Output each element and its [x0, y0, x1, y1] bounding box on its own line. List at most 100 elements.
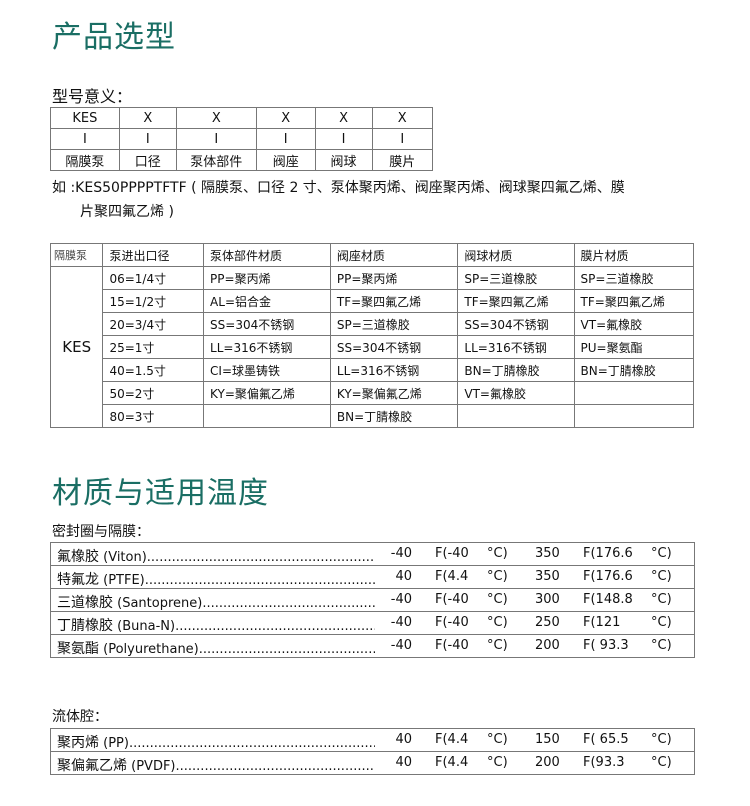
unit-c: °C): [651, 569, 672, 584]
column-header: 泵进出口径: [102, 243, 205, 267]
material-en: (PVDF): [131, 759, 176, 773]
unit-c: °C): [651, 755, 672, 770]
table-cell: CI=球墨铸铁: [203, 358, 331, 382]
table-cell: I: [118, 128, 177, 150]
table-cell: SS=304不锈钢: [457, 312, 575, 336]
table-cell: 40=1.5寸: [102, 358, 205, 382]
unit-c: °C): [651, 615, 672, 630]
temperature-row: 三道橡胶 (Santoprene).......................…: [50, 589, 695, 612]
table-cell: SS=304不锈钢: [329, 335, 459, 359]
column-header: 隔膜泵: [49, 243, 104, 267]
high-c: F( 65.5: [583, 732, 629, 747]
low-f: -40: [390, 615, 412, 630]
table-cell: TF=聚四氟乙烯: [457, 289, 575, 313]
table-cell: 泵体部件: [175, 149, 257, 171]
temperature-row: 聚偏氟乙烯 (PVDF)............................…: [50, 752, 695, 775]
high-f: 300: [535, 592, 560, 607]
table-row: KES X X X X X: [50, 107, 434, 129]
material-en: (Buna-N): [117, 619, 176, 633]
unit-c: °C): [487, 755, 508, 770]
high-f: 350: [535, 546, 560, 561]
table-cell: I: [314, 128, 373, 150]
table-cell: 膜片: [371, 149, 434, 171]
low-f: -40: [390, 638, 412, 653]
low-c: F(-40: [435, 638, 469, 653]
material-name: 三道橡胶 (Santoprene).......................…: [57, 595, 375, 610]
material-en: (Polyurethane): [103, 642, 199, 656]
table-cell: X: [175, 107, 257, 129]
low-f: 40: [395, 755, 412, 770]
unit-c: °C): [487, 569, 508, 584]
table-header-row: 隔膜泵 泵进出口径 泵体部件材质 阀座材质 阀球材质 膜片材质: [49, 243, 695, 267]
table-cell: I: [255, 128, 316, 150]
table-cell: 80=3寸: [102, 404, 205, 428]
material-en: (Santoprene): [117, 596, 203, 610]
unit-c: °C): [651, 732, 672, 747]
table-cell: [573, 381, 695, 405]
temperature-row: 聚丙烯 (PP)................................…: [50, 728, 695, 752]
material-cn: 聚偏氟乙烯: [57, 758, 127, 773]
material-cn: 聚氨酯: [57, 641, 99, 656]
table-row: 20=3/4寸 SS=304不锈钢 SP=三道橡胶 SS=304不锈钢 VT=氟橡胶: [51, 312, 695, 336]
table-cell: X: [314, 107, 373, 129]
low-f: 40: [395, 732, 412, 747]
material-cn: 三道橡胶: [57, 595, 113, 610]
unit-c: °C): [487, 615, 508, 630]
temperature-row: 氟橡胶 (Viton).............................…: [50, 542, 695, 566]
table-cell: [457, 404, 575, 428]
example-line-1: 如 :KES50PPPPTFTF ( 隔膜泵、口径 2 寸、泵体聚丙烯、阀座聚丙…: [52, 180, 625, 196]
high-c: F(176.6: [583, 546, 633, 561]
table-cell: X: [118, 107, 177, 129]
table-cell: 06=1/4寸: [102, 266, 205, 290]
table-cell: 25=1寸: [102, 335, 205, 359]
low-f: -40: [390, 592, 412, 607]
unit-c: °C): [487, 638, 508, 653]
table-row: 隔膜泵 口径 泵体部件 阀座 阀球 膜片: [50, 149, 434, 171]
fluid-label: 流体腔：: [52, 709, 108, 725]
table-cell: 隔膜泵: [50, 149, 120, 171]
material-name: 聚氨酯 (Polyurethane)......................…: [57, 641, 375, 656]
table-cell: AL=铝合金: [203, 289, 331, 313]
high-f: 350: [535, 569, 560, 584]
table-row: 80=3寸 BN=丁腈橡胶: [51, 404, 695, 428]
high-c: F(121: [583, 615, 621, 630]
seals-label: 密封圈与隔膜：: [52, 524, 150, 540]
table-cell: KY=聚偏氟乙烯: [329, 381, 459, 405]
low-c: F(-40: [435, 546, 469, 561]
table-cell: SS=304不锈钢: [203, 312, 331, 336]
material-cn: 聚丙烯: [57, 735, 99, 750]
high-c: F(93.3: [583, 755, 625, 770]
table-cell: SP=三道橡胶: [329, 312, 459, 336]
section-title-selection: 产品选型: [52, 20, 176, 55]
unit-c: °C): [487, 592, 508, 607]
column-header: 阀球材质: [457, 243, 575, 267]
model-cell: KES: [49, 266, 104, 428]
column-header: 膜片材质: [573, 243, 695, 267]
temperature-row: 聚氨酯 (Polyurethane)......................…: [50, 635, 695, 658]
table-cell: BN=丁腈橡胶: [457, 358, 575, 382]
high-c: F(148.8: [583, 592, 633, 607]
table-cell: 15=1/2寸: [102, 289, 205, 313]
table-cell: TF=聚四氟乙烯: [573, 289, 695, 313]
material-en: (PP): [103, 736, 129, 750]
table-cell: [573, 404, 695, 428]
table-cell: TF=聚四氟乙烯: [329, 289, 459, 313]
table-cell: [203, 404, 331, 428]
table-cell: KY=聚偏氟乙烯: [203, 381, 331, 405]
table-cell: I: [50, 128, 120, 150]
material-cn: 氟橡胶: [57, 549, 99, 564]
table-cell: SP=三道橡胶: [573, 266, 695, 290]
material-en: (PTFE): [103, 573, 145, 587]
column-header: 泵体部件材质: [203, 243, 331, 267]
high-f: 200: [535, 755, 560, 770]
material-name: 丁腈橡胶 (Buna-N)...........................…: [57, 618, 375, 633]
table-row: 25=1寸 LL=316不锈钢 SS=304不锈钢 LL=316不锈钢 PU=聚氨酯: [51, 335, 695, 359]
example-line-2: 片聚四氟乙烯 ): [80, 204, 174, 220]
temperature-row: 特氟龙 (PTFE)..............................…: [50, 566, 695, 589]
unit-c: °C): [487, 732, 508, 747]
table-cell: PU=聚氨酯: [573, 335, 695, 359]
table-cell: BN=丁腈橡胶: [329, 404, 459, 428]
temperature-row: 丁腈橡胶 (Buna-N)...........................…: [50, 612, 695, 635]
